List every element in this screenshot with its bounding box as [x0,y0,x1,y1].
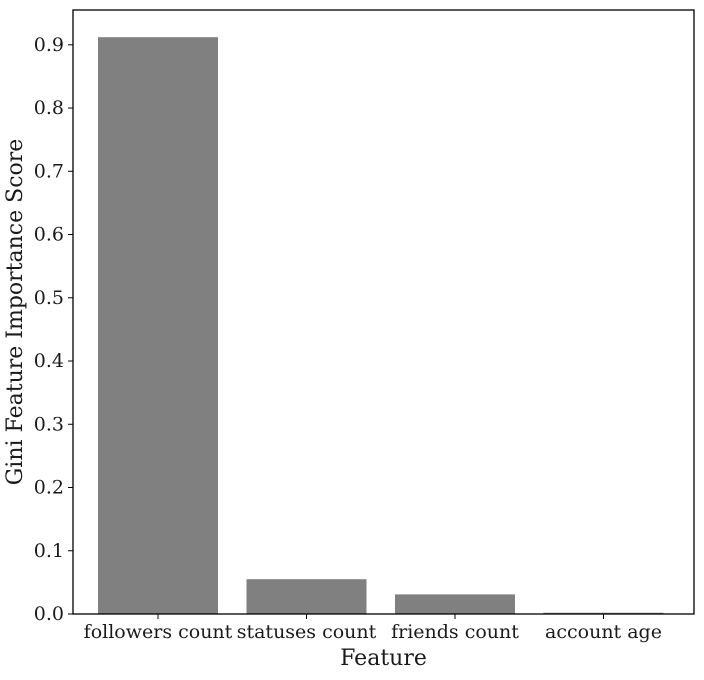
y-tick-label: 0.9 [34,34,64,56]
y-tick-label: 0.7 [34,160,64,182]
y-tick-label: 0.1 [34,540,64,562]
bar-friends-count [395,594,515,614]
plot-frame [72,9,695,615]
x-axis-ticks: followers count statuses count friends cou… [84,614,662,643]
bar-statuses-count [246,579,367,614]
y-tick-label: 0.0 [34,603,64,625]
x-tick-label: friends count [391,621,519,643]
x-tick-label: statuses count [237,621,377,643]
y-tick-label: 0.4 [34,350,64,372]
y-axis-title: Gini Feature Importance Score [3,139,28,486]
x-axis-title: Feature [340,646,427,671]
y-tick-label: 0.8 [34,97,64,119]
x-tick-label: followers count [84,621,233,643]
y-tick-label: 0.5 [34,287,64,309]
y-axis-ticks: 0.0 0.1 0.2 0.3 0.4 0.5 0.6 0.7 0.8 0.9 [34,34,73,625]
bars-group [98,37,664,615]
bar-followers-count [98,37,218,615]
y-tick-label: 0.3 [34,413,64,435]
x-tick-label: account age [545,621,662,643]
y-tick-label: 0.2 [34,477,64,499]
y-tick-label: 0.6 [34,224,64,246]
